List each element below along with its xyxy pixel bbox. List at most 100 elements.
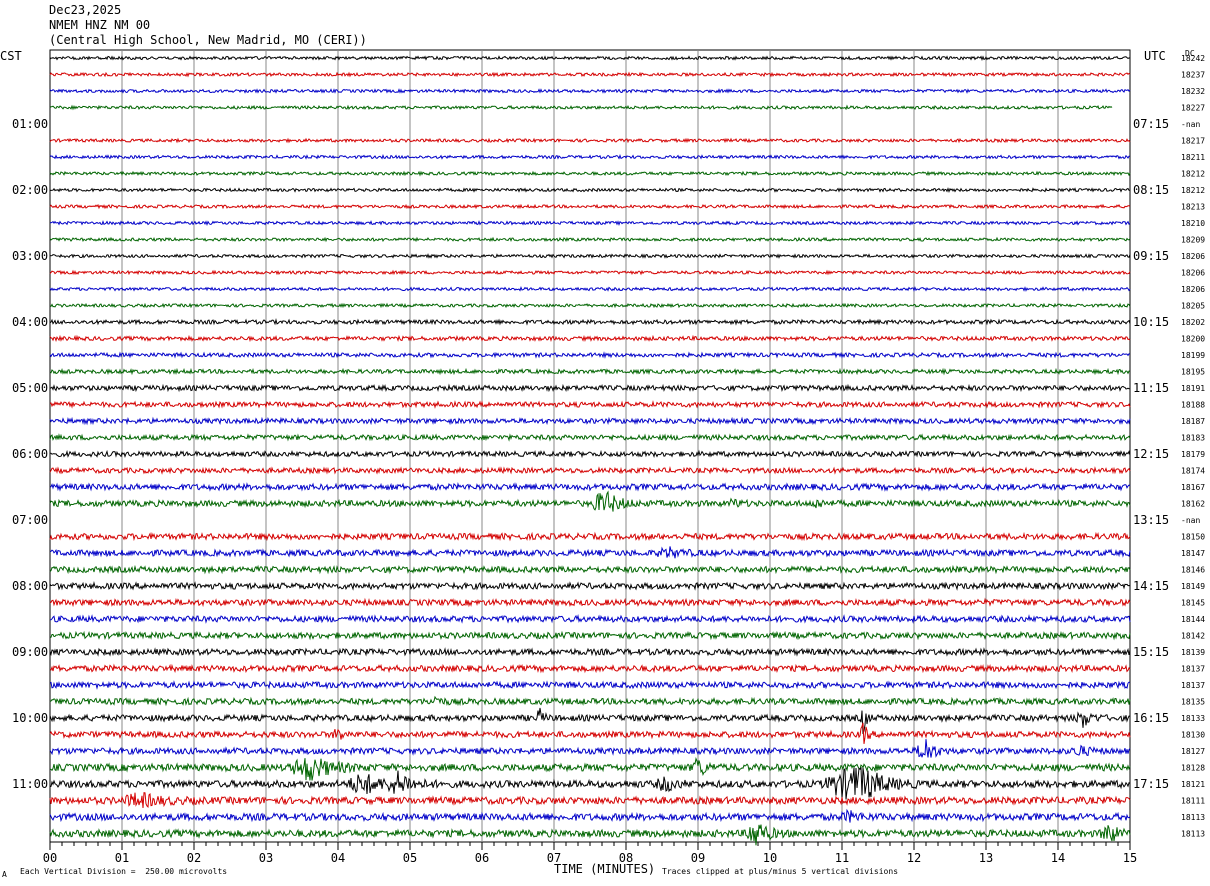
trace-row bbox=[49, 792, 1131, 809]
x-tick-label: 12 bbox=[907, 851, 921, 865]
dc-offset-label: 18188 bbox=[1181, 401, 1205, 410]
dc-offset-label: 18130 bbox=[1181, 731, 1205, 740]
trace-row bbox=[49, 581, 1131, 591]
dc-offset-label: 18113 bbox=[1181, 813, 1205, 822]
trace-row bbox=[49, 757, 1131, 781]
dc-offset-label: 18187 bbox=[1181, 417, 1205, 426]
trace-row bbox=[49, 400, 1131, 409]
x-tick-label: 01 bbox=[115, 851, 129, 865]
right-hour-label: 12:15 bbox=[1133, 447, 1169, 461]
trace-row bbox=[49, 104, 1113, 111]
dc-offset-label: 18202 bbox=[1181, 318, 1205, 327]
dc-offset-label: 18211 bbox=[1181, 153, 1205, 162]
trace-row bbox=[49, 367, 1131, 376]
trace-row bbox=[49, 236, 1131, 243]
trace-row bbox=[49, 351, 1131, 359]
trace-row bbox=[49, 302, 1131, 309]
dc-offset-label: 18242 bbox=[1181, 54, 1205, 63]
left-hour-label: 05:00 bbox=[12, 381, 48, 395]
right-hour-label: 07:15 bbox=[1133, 117, 1169, 131]
scale-note: Each Vertical Division = 250.00 microvol… bbox=[20, 867, 228, 876]
trace-row bbox=[49, 722, 1131, 744]
right-hour-label: 10:15 bbox=[1133, 315, 1169, 329]
trace-row bbox=[49, 766, 1131, 800]
dc-offset-label: 18199 bbox=[1181, 351, 1205, 360]
dc-column-label: DC bbox=[1185, 49, 1195, 58]
x-tick-label: 00 bbox=[43, 851, 57, 865]
x-tick-label: 08 bbox=[619, 851, 633, 865]
dc-offset-label: 18213 bbox=[1181, 203, 1205, 212]
trace-row bbox=[49, 416, 1131, 426]
dc-offset-label: 18146 bbox=[1181, 566, 1205, 575]
dc-offset-label: 18139 bbox=[1181, 648, 1205, 657]
trace-row bbox=[49, 531, 1131, 542]
dc-offset-label: 18128 bbox=[1181, 764, 1205, 773]
trace-row bbox=[49, 71, 1131, 78]
dc-offset-label: 18113 bbox=[1181, 830, 1205, 839]
trace-row bbox=[49, 170, 1131, 177]
trace-row bbox=[49, 253, 1131, 259]
trace-row bbox=[49, 707, 1131, 735]
trace-row bbox=[49, 808, 1131, 823]
time-axis: 00 01 02 03 04 05 06 07 08 09 10 11 12 13 14 15 bbox=[43, 842, 1137, 865]
dc-offset-label: 18137 bbox=[1181, 665, 1205, 674]
trace-row bbox=[49, 433, 1131, 442]
dc-offset-label: 18210 bbox=[1181, 219, 1205, 228]
left-hour-label: 03:00 bbox=[12, 249, 48, 263]
trace-row bbox=[49, 55, 1131, 61]
x-tick-label: 02 bbox=[187, 851, 201, 865]
left-timezone-label: CST bbox=[0, 49, 22, 63]
trace-row bbox=[49, 630, 1131, 641]
dc-offset-label: 18227 bbox=[1181, 104, 1205, 113]
trace-row bbox=[49, 187, 1131, 193]
trace-row bbox=[49, 466, 1131, 475]
dc-offset-label: 18205 bbox=[1181, 302, 1205, 311]
dc-offset-label: 18167 bbox=[1181, 483, 1205, 492]
right-timezone-label: UTC bbox=[1144, 49, 1166, 63]
trace-row bbox=[49, 739, 1131, 758]
dc-offset-label: 18209 bbox=[1181, 236, 1205, 245]
x-tick-label: 13 bbox=[979, 851, 993, 865]
station-code: NMEM HNZ NM 00 bbox=[49, 18, 151, 32]
x-tick-label: 09 bbox=[691, 851, 705, 865]
right-hour-label: 13:15 bbox=[1133, 513, 1169, 527]
trace-row bbox=[49, 318, 1131, 326]
left-hour-label: 06:00 bbox=[12, 447, 48, 461]
right-hour-label: 08:15 bbox=[1133, 183, 1169, 197]
x-tick-label: 07 bbox=[547, 851, 561, 865]
dc-offset-label: 18183 bbox=[1181, 434, 1205, 443]
left-hour-label: 01:00 bbox=[12, 117, 48, 131]
dc-offset-label: -nan bbox=[1181, 516, 1200, 525]
trace-row bbox=[49, 824, 1131, 846]
trace-row bbox=[49, 88, 1131, 94]
minute-grid bbox=[49, 49, 1131, 843]
trace-row bbox=[49, 614, 1131, 624]
left-hour-label: 11:00 bbox=[12, 777, 48, 791]
dc-offset-label: 18206 bbox=[1181, 252, 1205, 261]
x-tick-label: 03 bbox=[259, 851, 273, 865]
trace-row bbox=[49, 663, 1131, 674]
dc-offset-label: 18179 bbox=[1181, 450, 1205, 459]
dc-offset-label: 18206 bbox=[1181, 269, 1205, 278]
right-hour-label: 09:15 bbox=[1133, 249, 1169, 263]
trace-row bbox=[49, 695, 1131, 707]
seismic-traces bbox=[49, 55, 1131, 846]
x-axis-title: TIME (MINUTES) bbox=[554, 862, 656, 876]
left-hour-label: 02:00 bbox=[12, 183, 48, 197]
dc-offset-label: 18149 bbox=[1181, 582, 1205, 591]
left-hour-label: 07:00 bbox=[12, 513, 48, 527]
dc-offset-label: 18137 bbox=[1181, 681, 1205, 690]
trace-row bbox=[49, 203, 1131, 210]
dc-offset-label: -nan bbox=[1181, 120, 1200, 129]
dc-offset-label: 18121 bbox=[1181, 780, 1205, 789]
x-tick-label: 10 bbox=[763, 851, 777, 865]
x-tick-label: 04 bbox=[331, 851, 345, 865]
right-hour-label: 17:15 bbox=[1133, 777, 1169, 791]
dc-offset-label: 18212 bbox=[1181, 170, 1205, 179]
dc-offset-label: 18195 bbox=[1181, 368, 1205, 377]
plot-frame bbox=[49, 49, 1131, 843]
x-tick-label: 11 bbox=[835, 851, 849, 865]
right-hour-label: 16:15 bbox=[1133, 711, 1169, 725]
station-location: (Central High School, New Madrid, MO (CE… bbox=[49, 33, 367, 47]
